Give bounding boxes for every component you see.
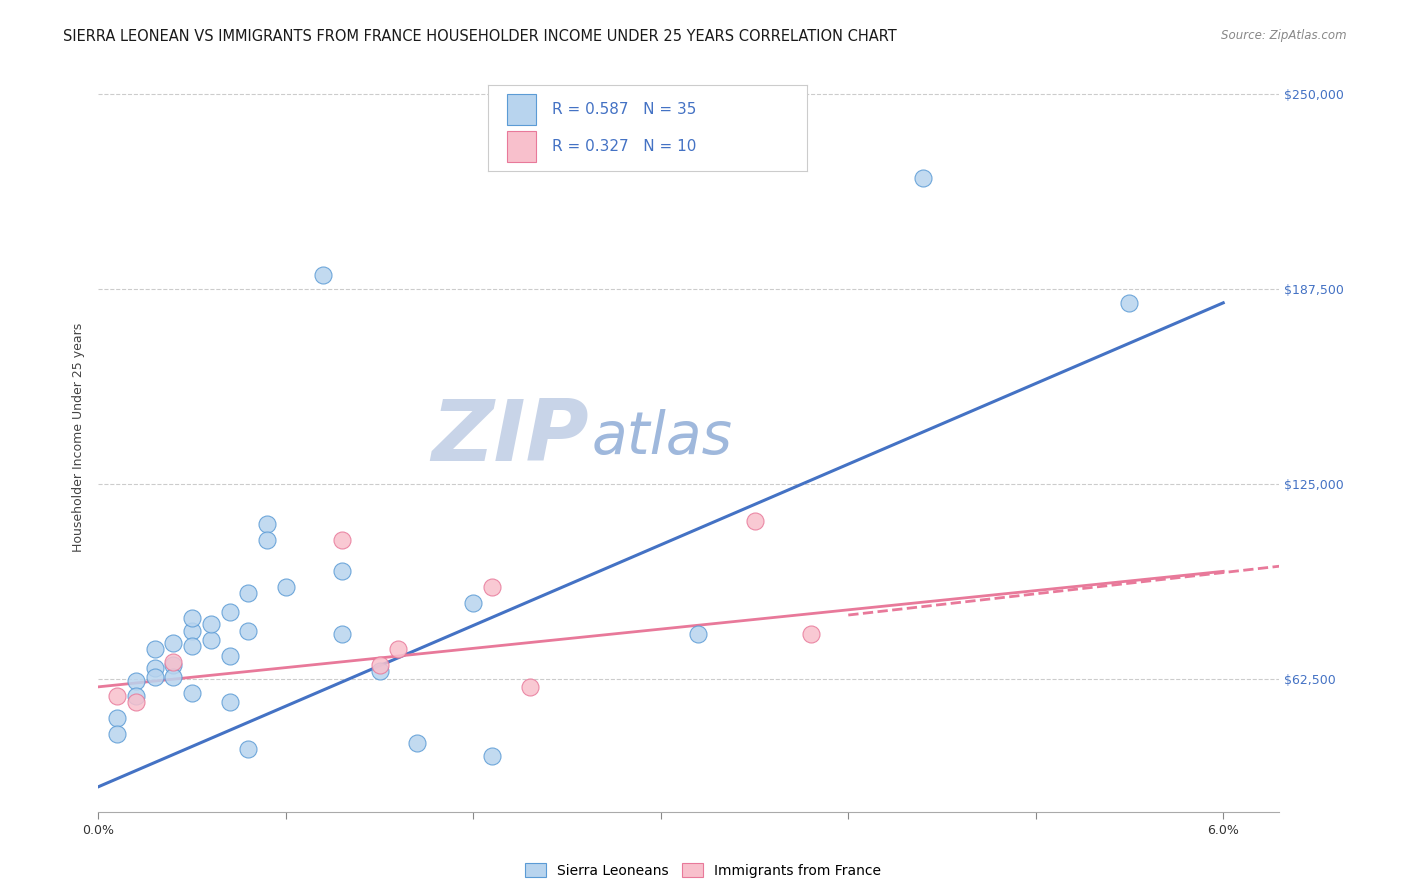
Point <box>218 696 240 710</box>
Point <box>256 517 278 532</box>
Point <box>800 626 823 640</box>
Point <box>162 636 184 650</box>
Point <box>162 655 184 669</box>
Point <box>406 736 429 750</box>
Point <box>481 580 503 594</box>
Point <box>481 748 503 763</box>
Point <box>238 742 260 756</box>
Point <box>181 639 204 653</box>
Point <box>274 580 297 594</box>
Point <box>125 673 148 688</box>
Point <box>368 658 391 673</box>
Point <box>463 596 485 610</box>
Point <box>312 268 335 282</box>
Point <box>330 564 353 578</box>
Point <box>181 611 204 625</box>
Point <box>519 680 541 694</box>
Point <box>238 624 260 638</box>
Point <box>912 171 935 186</box>
Point <box>256 533 278 547</box>
Point <box>143 661 166 675</box>
Point <box>143 671 166 685</box>
Point <box>688 626 710 640</box>
Point <box>200 617 222 632</box>
Point <box>238 586 260 600</box>
Point <box>105 711 128 725</box>
Text: SIERRA LEONEAN VS IMMIGRANTS FROM FRANCE HOUSEHOLDER INCOME UNDER 25 YEARS CORRE: SIERRA LEONEAN VS IMMIGRANTS FROM FRANCE… <box>63 29 897 45</box>
Point <box>125 696 148 710</box>
Point <box>143 642 166 657</box>
Point <box>330 533 353 547</box>
Legend: Sierra Leoneans, Immigrants from France: Sierra Leoneans, Immigrants from France <box>524 863 882 878</box>
Point <box>218 648 240 663</box>
Point <box>330 626 353 640</box>
Text: ZIP: ZIP <box>430 395 589 479</box>
Point <box>218 605 240 619</box>
Point <box>162 658 184 673</box>
Point <box>105 726 128 740</box>
Point <box>105 689 128 703</box>
Point <box>1118 295 1140 310</box>
Point <box>181 624 204 638</box>
Point <box>368 664 391 679</box>
Point <box>162 671 184 685</box>
Point <box>200 633 222 648</box>
Text: Source: ZipAtlas.com: Source: ZipAtlas.com <box>1222 29 1347 43</box>
Point <box>125 689 148 703</box>
Point <box>181 686 204 700</box>
Point <box>387 642 409 657</box>
Text: atlas: atlas <box>592 409 733 466</box>
Point <box>744 514 766 528</box>
Y-axis label: Householder Income Under 25 years: Householder Income Under 25 years <box>72 322 86 552</box>
